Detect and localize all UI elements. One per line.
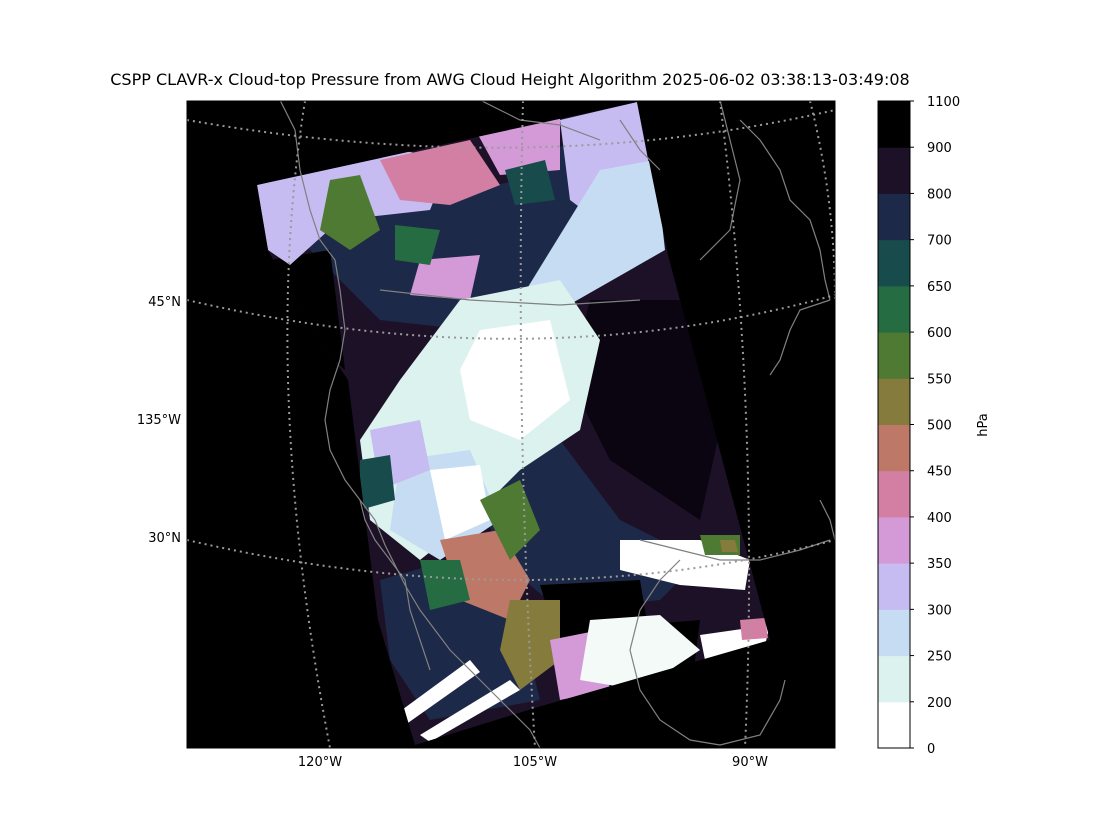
colorbar-bin (878, 147, 910, 194)
lon-label-135w: 135°W (137, 413, 181, 428)
colorbar-tick-label: 550 (927, 372, 952, 387)
colorbar-bin (878, 332, 910, 379)
colorbar-tick-label: 250 (927, 650, 952, 665)
colorbar-bin (878, 563, 910, 610)
colorbar-bin (878, 609, 910, 657)
colorbar-bin (878, 193, 910, 241)
colorbar-tick-label: 0 (927, 742, 935, 757)
colorbar-bin (878, 378, 910, 425)
graticule (187, 101, 835, 748)
colorbar-bin (878, 655, 910, 703)
colorbar-tick-label: 300 (927, 603, 952, 618)
coastlines (279, 101, 835, 748)
colorbar-tick-label: 700 (927, 234, 952, 249)
colorbar-bin (878, 424, 910, 472)
colorbar-bin (878, 239, 910, 287)
colorbar: 0 200 250 300 350 400 450 500 550 600 650 700 800 900… (877, 95, 960, 757)
colorbar-bin (878, 470, 910, 518)
chart-title: CSPP CLAVR-x Cloud-top Pressure from AWG… (110, 70, 910, 89)
colorbar-tick-label: 500 (927, 419, 952, 434)
colorbar-tick-label: 900 (927, 141, 952, 156)
colorbar-tick-label: 450 (927, 465, 952, 480)
lat-label-45n: 45°N (148, 295, 181, 310)
colorbar-bin (878, 285, 910, 333)
colorbar-bin (878, 101, 910, 148)
colorbar-label: hPa (976, 413, 991, 436)
lon-label-105w: 105°W (513, 755, 557, 770)
lon-label-90w: 90°W (732, 755, 768, 770)
colorbar-tick-label: 650 (927, 280, 952, 295)
colorbar-tick-label: 350 (927, 557, 952, 572)
lat-label-30n: 30°N (148, 531, 181, 546)
colorbar-tick-label: 600 (927, 326, 952, 341)
lon-label-120w: 120°W (298, 755, 342, 770)
colorbar-tick-label: 200 (927, 696, 952, 711)
map-panel (187, 101, 835, 748)
colorbar-bin (878, 516, 910, 564)
map-axis-labels: 45°N 135°W 30°N 120°W 105°W 90°W (137, 295, 768, 770)
colorbar-tick-label: 1100 (927, 95, 960, 110)
colorbar-bin (878, 701, 910, 749)
map-frame (186, 100, 836, 749)
colorbar-tick-label: 400 (927, 511, 952, 526)
colorbar-tick-label: 800 (927, 187, 952, 202)
